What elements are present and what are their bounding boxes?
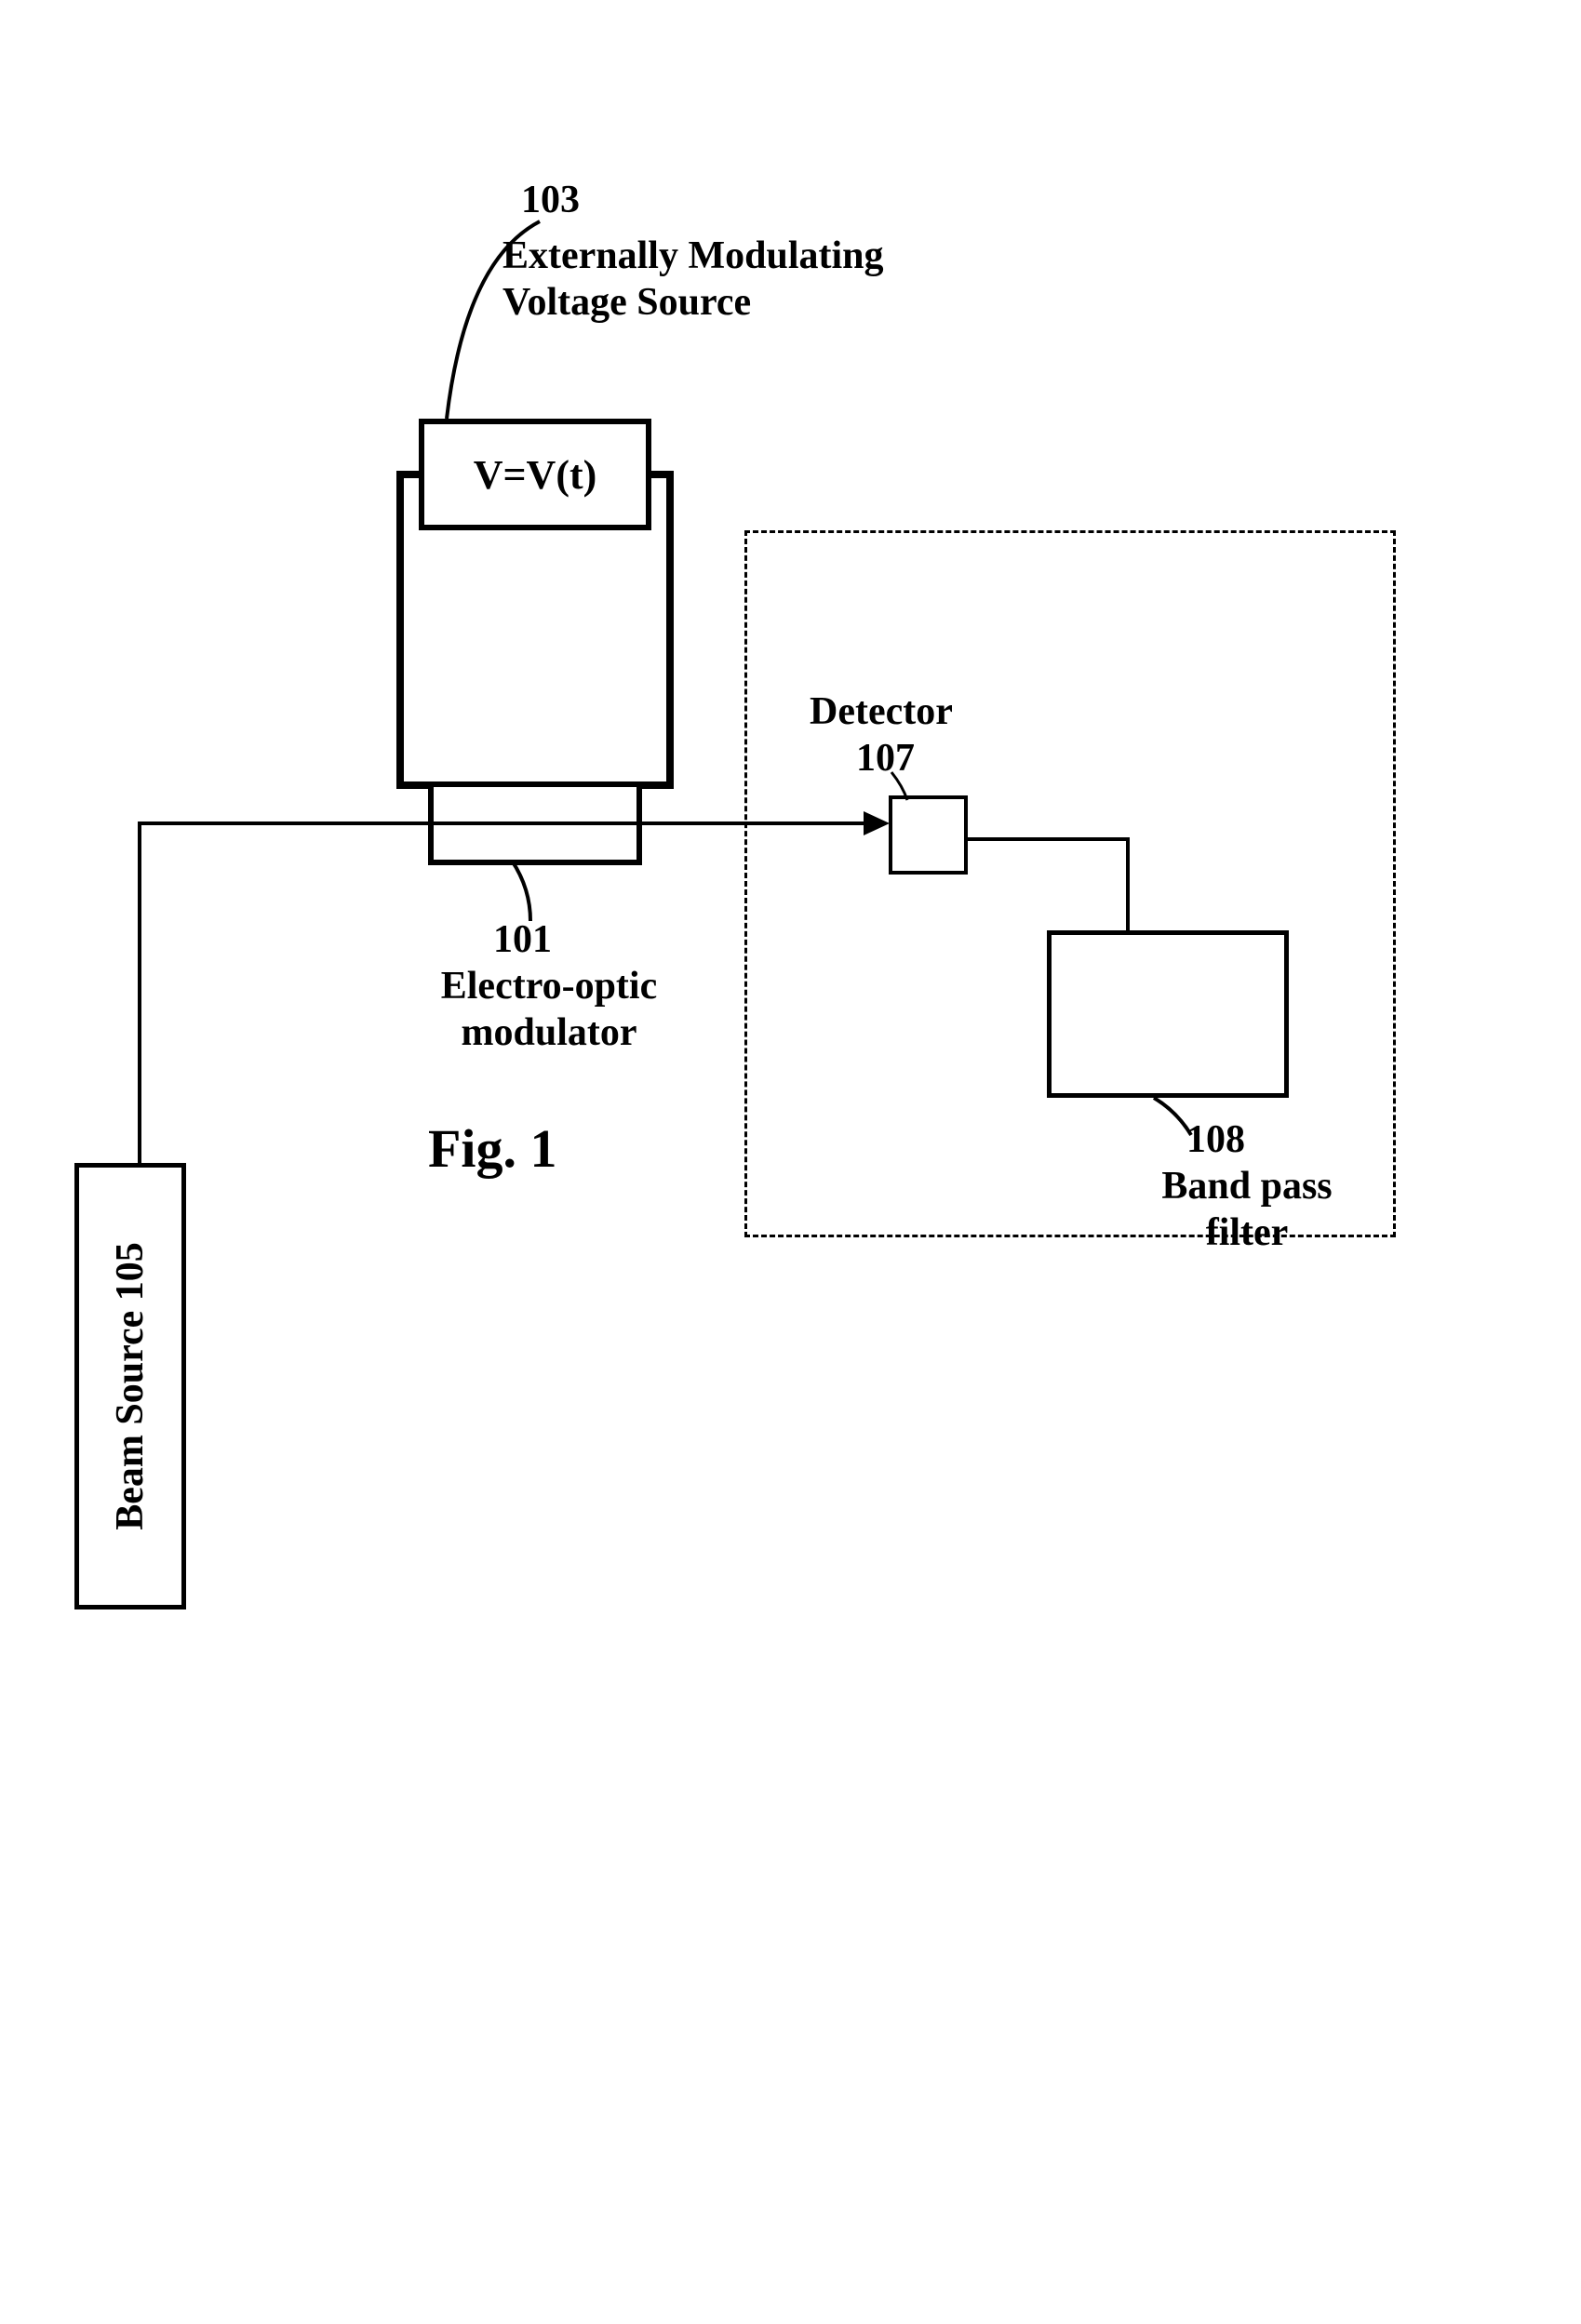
det-filt-vert <box>1126 837 1130 934</box>
voltage-source-label-text: Externally Modulating Voltage Source <box>502 234 884 324</box>
voltage-source-label: Externally Modulating Voltage Source <box>502 233 912 327</box>
detector-label-text: Detector <box>810 690 953 733</box>
ref-101: 101 <box>493 916 552 963</box>
beam-source-label: Beam Source 105 <box>108 1242 153 1530</box>
wire-right-horiz-bot <box>636 781 674 789</box>
wire-left-horiz-top <box>396 471 424 478</box>
voltage-source-box: V=V(t) <box>419 419 651 530</box>
beam-source-box: Beam Source 105 <box>74 1163 186 1609</box>
wire-right-vert <box>666 474 674 786</box>
receiver-region <box>744 530 1396 1237</box>
detector-label: Detector <box>810 688 953 735</box>
detector-box <box>889 795 968 875</box>
modulator-label-text: Electro-optic modulator <box>441 965 657 1054</box>
bandpass-box <box>1047 930 1289 1098</box>
wire-right-horiz-top <box>646 471 674 478</box>
ref-108: 108 <box>1186 1116 1245 1163</box>
bandpass-label: Band pass filter <box>1126 1163 1368 1257</box>
ref-108-text: 108 <box>1186 1118 1245 1161</box>
modulator-label: Electro-optic modulator <box>391 963 707 1057</box>
leader-107 <box>884 768 921 805</box>
beam-vert <box>138 821 141 1167</box>
figure-caption-text: Fig. 1 <box>428 1118 557 1179</box>
wire-left-vert <box>396 474 404 786</box>
bandpass-label-text: Band pass filter <box>1161 1165 1332 1254</box>
block-diagram: 103 Externally Modulating Voltage Source… <box>74 186 1507 2140</box>
figure-caption: Fig. 1 <box>428 1116 557 1182</box>
det-filt-horiz <box>968 837 1130 841</box>
voltage-equation: V=V(t) <box>474 451 597 499</box>
ref-101-text: 101 <box>493 918 552 961</box>
